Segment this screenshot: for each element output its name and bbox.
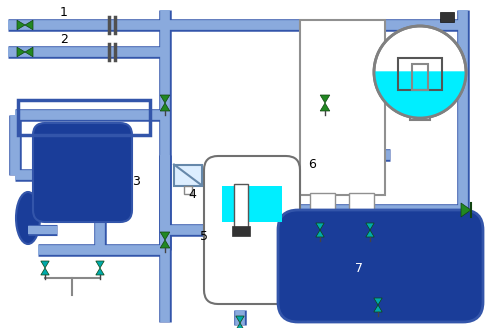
Bar [398, 58, 442, 90]
Polygon shape [316, 223, 324, 230]
Polygon shape [96, 268, 104, 275]
Polygon shape [374, 72, 466, 118]
Bar [184, 186, 192, 194]
Polygon shape [160, 95, 170, 103]
Polygon shape [160, 103, 170, 111]
Text: 1: 1 [60, 6, 68, 19]
Bar [234, 184, 248, 228]
Polygon shape [236, 323, 244, 328]
Text: 4: 4 [188, 188, 196, 201]
Polygon shape [41, 268, 49, 275]
Bar [222, 186, 282, 222]
FancyBboxPatch shape [33, 123, 132, 222]
Text: 6: 6 [308, 158, 316, 171]
Text: 3: 3 [132, 175, 140, 188]
Bar [349, 193, 374, 215]
Text: 5: 5 [200, 230, 208, 243]
FancyBboxPatch shape [278, 210, 483, 322]
FancyBboxPatch shape [204, 156, 300, 304]
Polygon shape [160, 240, 170, 248]
Circle shape [374, 26, 466, 118]
Bar [174, 165, 202, 186]
Bar [410, 104, 430, 120]
Polygon shape [374, 298, 382, 305]
Polygon shape [320, 103, 330, 111]
Text: 2: 2 [60, 33, 68, 46]
Polygon shape [17, 20, 25, 30]
Bar [300, 20, 385, 195]
Polygon shape [320, 95, 330, 103]
Polygon shape [316, 230, 324, 237]
Polygon shape [25, 47, 33, 57]
Bar [18, 100, 150, 135]
Ellipse shape [16, 192, 40, 244]
Polygon shape [160, 232, 170, 240]
Polygon shape [366, 223, 374, 230]
Polygon shape [374, 305, 382, 312]
Bar [232, 226, 250, 236]
Bar [440, 12, 454, 22]
Polygon shape [96, 261, 104, 268]
Polygon shape [17, 47, 25, 57]
Text: 7: 7 [355, 262, 363, 275]
Polygon shape [461, 203, 471, 217]
Bar [310, 193, 335, 215]
Bar [412, 64, 428, 90]
Polygon shape [41, 261, 49, 268]
Polygon shape [236, 316, 244, 323]
Polygon shape [25, 20, 33, 30]
Polygon shape [366, 230, 374, 237]
